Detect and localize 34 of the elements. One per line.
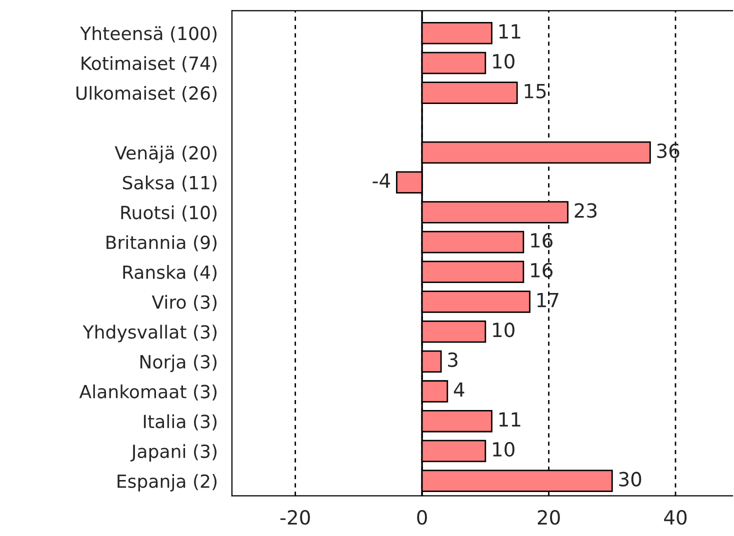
- data-label: 23: [574, 203, 597, 218]
- data-label: -4: [372, 174, 390, 188]
- y-tick-label: Japani (3): [130, 444, 216, 462]
- y-tick-label: Venäjä (20): [114, 146, 217, 164]
- x-tick-label: 40: [664, 510, 687, 525]
- y-tick-label: Viro (3): [152, 294, 217, 312]
- data-label: 30: [619, 472, 642, 487]
- data-label: 3: [448, 352, 458, 368]
- y-tick-label: Yhdysvallat (3): [82, 324, 217, 342]
- data-label: 10: [493, 322, 514, 338]
- data-label: 15: [524, 84, 546, 98]
- data-label: 36: [657, 143, 680, 158]
- y-tick-label: Kotimaiset (74): [82, 56, 217, 72]
- y-tick-label: Saksa (11): [122, 176, 217, 192]
- data-label: 10: [493, 442, 514, 457]
- y-tick-label: Norja (3): [140, 354, 216, 372]
- x-tick-label: 20: [538, 510, 560, 525]
- x-tick-label: 0: [417, 510, 427, 525]
- data-label: 11: [499, 412, 520, 427]
- y-tick-label: Italia (3): [144, 414, 217, 430]
- y-tick-label: Britannia (9): [106, 235, 217, 252]
- data-label: 4: [454, 382, 464, 397]
- y-tick-label: Espanja (2): [118, 474, 217, 492]
- y-tick-label: Ranska (4): [123, 265, 217, 282]
- data-label: 16: [531, 262, 552, 278]
- data-label: 16: [531, 233, 552, 248]
- data-label: 11: [499, 24, 520, 38]
- y-tick-label: Ulkomaiset (26): [76, 86, 217, 102]
- data-label: 10: [493, 54, 514, 69]
- y-tick-label: Ruotsi (10): [121, 205, 217, 222]
- y-tick-label: Yhteensä (100): [80, 26, 217, 42]
- x-tick-label: -20: [280, 510, 310, 525]
- data-label: 17: [537, 292, 558, 308]
- y-tick-label: Alankomaat (3): [79, 384, 217, 401]
